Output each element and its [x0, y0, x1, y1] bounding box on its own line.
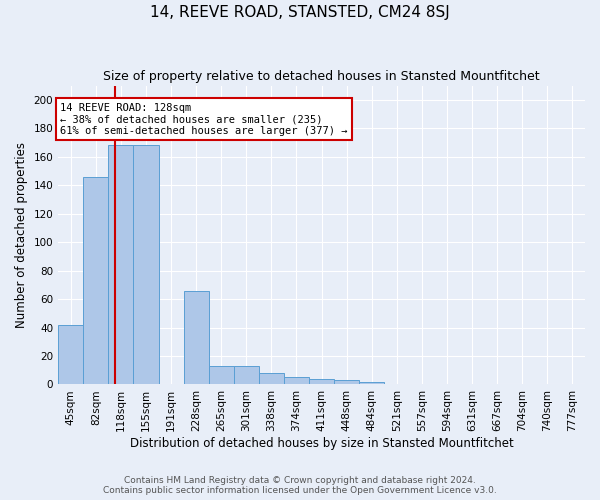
Bar	[58, 324, 83, 384]
Bar	[109, 146, 133, 384]
Bar	[284, 378, 309, 384]
Bar	[259, 373, 284, 384]
Bar	[309, 379, 334, 384]
Bar	[83, 176, 109, 384]
Bar	[209, 366, 234, 384]
Text: 14 REEVE ROAD: 128sqm
← 38% of detached houses are smaller (235)
61% of semi-det: 14 REEVE ROAD: 128sqm ← 38% of detached …	[60, 102, 347, 136]
Title: Size of property relative to detached houses in Stansted Mountfitchet: Size of property relative to detached ho…	[103, 70, 540, 83]
Bar	[234, 366, 259, 384]
Bar	[184, 290, 209, 384]
Bar	[133, 146, 158, 384]
Bar	[359, 382, 385, 384]
Y-axis label: Number of detached properties: Number of detached properties	[15, 142, 28, 328]
X-axis label: Distribution of detached houses by size in Stansted Mountfitchet: Distribution of detached houses by size …	[130, 437, 514, 450]
Text: Contains HM Land Registry data © Crown copyright and database right 2024.
Contai: Contains HM Land Registry data © Crown c…	[103, 476, 497, 495]
Bar	[334, 380, 359, 384]
Text: 14, REEVE ROAD, STANSTED, CM24 8SJ: 14, REEVE ROAD, STANSTED, CM24 8SJ	[150, 5, 450, 20]
